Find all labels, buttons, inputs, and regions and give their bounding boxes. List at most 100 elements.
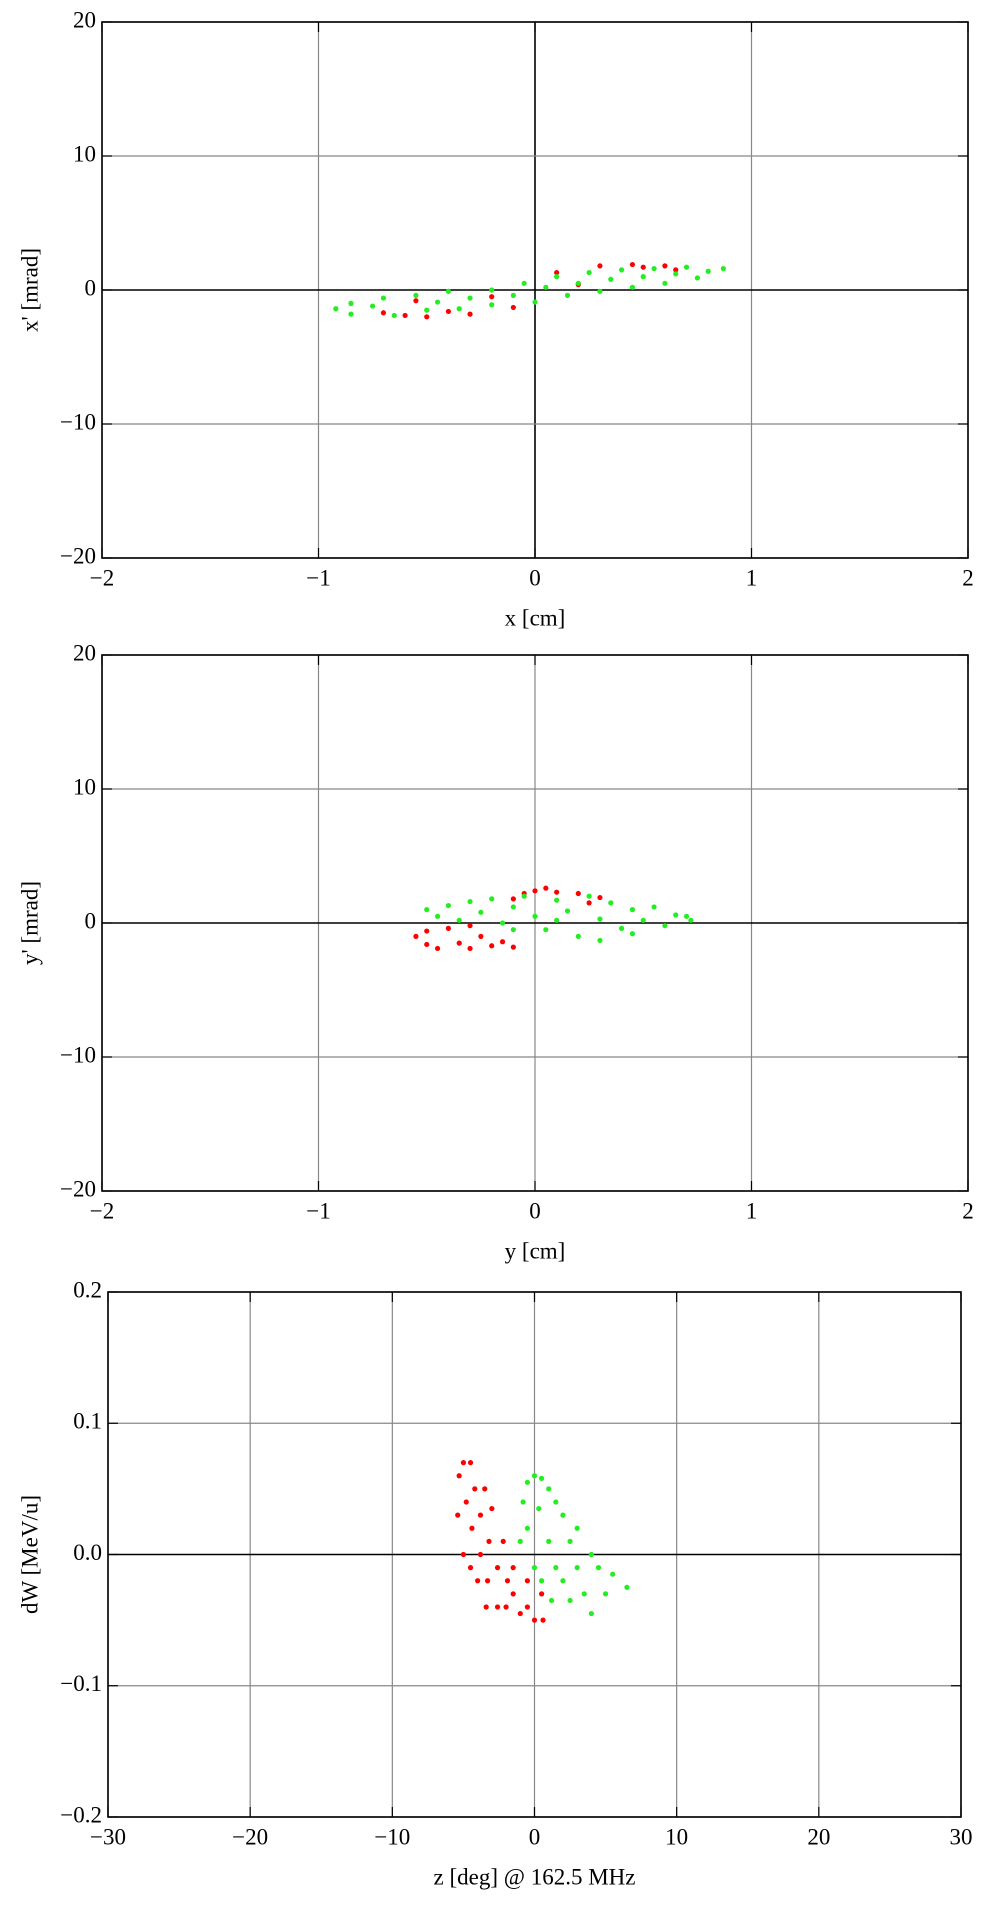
point bbox=[586, 893, 592, 899]
point bbox=[380, 295, 387, 301]
point bbox=[597, 894, 603, 901]
point bbox=[629, 931, 636, 937]
point bbox=[434, 945, 441, 952]
y-tick-label: −10 bbox=[60, 409, 96, 434]
point bbox=[510, 896, 516, 902]
point bbox=[624, 1584, 630, 1590]
y-axis-label: x' [mrad] bbox=[17, 248, 42, 332]
point bbox=[445, 902, 451, 909]
point bbox=[629, 261, 636, 268]
point bbox=[500, 1538, 506, 1544]
point bbox=[543, 885, 549, 891]
point bbox=[662, 263, 668, 269]
point bbox=[539, 1578, 545, 1584]
point bbox=[575, 890, 581, 897]
point bbox=[683, 264, 690, 270]
point bbox=[540, 1617, 546, 1623]
point bbox=[348, 300, 354, 306]
point bbox=[504, 1578, 511, 1584]
point bbox=[553, 1565, 559, 1571]
point bbox=[662, 923, 668, 929]
point bbox=[532, 299, 538, 305]
point bbox=[560, 1512, 566, 1518]
point bbox=[554, 889, 560, 895]
point bbox=[683, 913, 690, 919]
x-tick-label: 2 bbox=[962, 1198, 974, 1223]
point bbox=[503, 1604, 509, 1610]
point bbox=[510, 304, 516, 311]
point bbox=[467, 1460, 474, 1466]
point bbox=[581, 1591, 587, 1597]
point bbox=[467, 898, 473, 905]
point bbox=[720, 265, 726, 272]
point bbox=[520, 1499, 526, 1505]
y-axis-label: y' [mrad] bbox=[17, 881, 42, 965]
point bbox=[517, 1610, 523, 1617]
point bbox=[662, 280, 668, 286]
y-tick-label: 0.1 bbox=[73, 1409, 102, 1434]
point bbox=[574, 1525, 580, 1531]
point bbox=[424, 907, 430, 913]
x-tick-label: −2 bbox=[90, 565, 114, 590]
point bbox=[554, 274, 560, 280]
point bbox=[532, 888, 538, 894]
point bbox=[564, 292, 571, 298]
point bbox=[424, 314, 430, 320]
point bbox=[629, 284, 636, 290]
point bbox=[467, 295, 473, 301]
point bbox=[546, 1486, 552, 1492]
x-tick-label: −1 bbox=[306, 565, 330, 590]
point bbox=[539, 1591, 545, 1597]
plot-frame bbox=[107, 1291, 962, 1818]
point bbox=[434, 299, 441, 305]
point bbox=[553, 1499, 559, 1505]
point bbox=[413, 933, 419, 940]
point bbox=[531, 1565, 538, 1571]
point bbox=[619, 267, 625, 273]
point bbox=[619, 925, 625, 931]
point bbox=[673, 267, 679, 273]
point bbox=[510, 904, 516, 910]
point bbox=[705, 268, 711, 274]
point bbox=[548, 1597, 555, 1604]
point bbox=[574, 1565, 580, 1571]
point bbox=[467, 1565, 474, 1571]
point bbox=[586, 900, 592, 906]
point bbox=[499, 939, 506, 945]
x-tick-label: 0 bbox=[529, 565, 541, 590]
x-tick-label: −30 bbox=[90, 1824, 126, 1849]
point bbox=[413, 298, 419, 304]
point bbox=[532, 913, 538, 919]
point bbox=[524, 1479, 530, 1485]
point bbox=[494, 1604, 501, 1610]
x-tick-label: 0 bbox=[529, 1198, 541, 1223]
point bbox=[489, 302, 495, 308]
point bbox=[564, 908, 571, 914]
point bbox=[524, 1604, 530, 1610]
point bbox=[456, 917, 462, 923]
point bbox=[489, 1505, 495, 1512]
point bbox=[629, 907, 636, 913]
point bbox=[333, 306, 339, 312]
point bbox=[567, 1538, 573, 1544]
point bbox=[602, 1591, 609, 1597]
y-tick-label: 10 bbox=[73, 774, 96, 799]
point bbox=[640, 274, 646, 280]
point bbox=[489, 943, 495, 949]
point bbox=[467, 945, 473, 952]
y-tick-label: 20 bbox=[73, 640, 96, 665]
point bbox=[546, 1538, 552, 1544]
point bbox=[424, 307, 430, 313]
point bbox=[521, 893, 527, 899]
point bbox=[524, 1525, 530, 1531]
point bbox=[543, 284, 549, 290]
x-tick-label: −10 bbox=[374, 1824, 410, 1849]
point bbox=[554, 897, 560, 903]
point bbox=[510, 944, 516, 950]
point bbox=[651, 904, 657, 910]
point bbox=[489, 287, 495, 293]
point bbox=[651, 265, 657, 272]
x-tick-label: 0 bbox=[529, 1824, 541, 1849]
